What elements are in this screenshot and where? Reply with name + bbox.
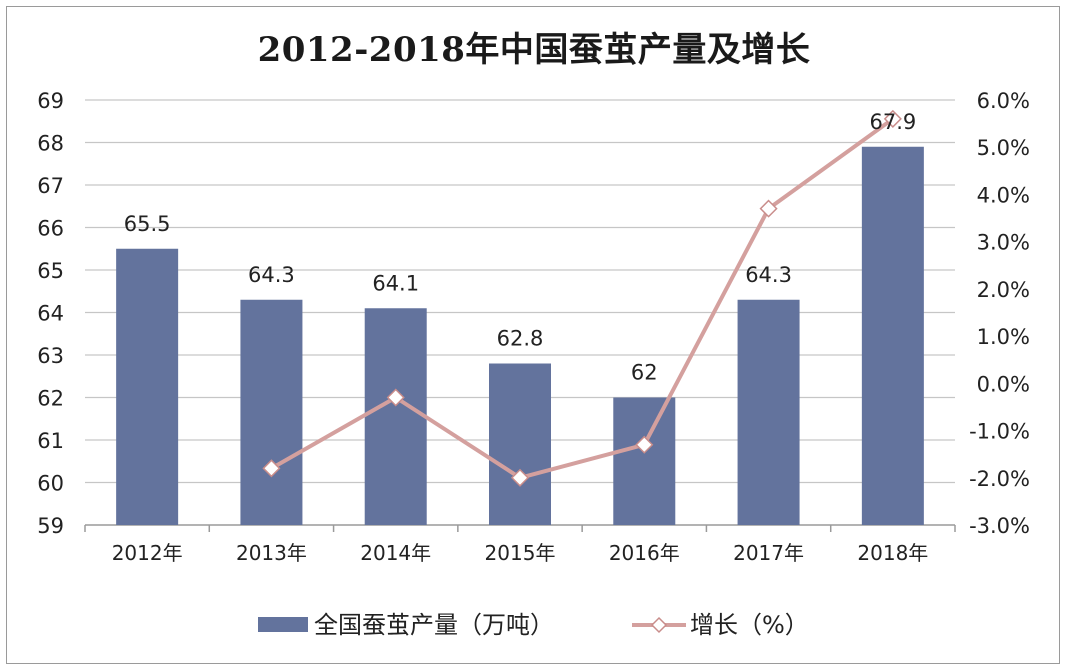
y-left-tick-label: 67 bbox=[37, 174, 64, 198]
chart-title: 2012-2018年中国蚕茧产量及增长 bbox=[257, 30, 811, 70]
y-left-tick-label: 62 bbox=[37, 387, 64, 411]
y-right-tick-label: 1.0% bbox=[977, 325, 1030, 349]
y-left-tick-label: 64 bbox=[37, 302, 64, 326]
y-right-tick-label: -3.0% bbox=[969, 514, 1030, 538]
legend: 全国蚕茧产量（万吨） 增长（%） bbox=[258, 611, 809, 639]
growth-point bbox=[262, 459, 281, 478]
legend-line-label: 增长（%） bbox=[690, 611, 809, 639]
axes: 59 60 61 62 63 64 65 66 67 68 69 -3.0% -2.0% -1.0% 0.0… bbox=[37, 89, 1030, 565]
legend-line-marker bbox=[650, 616, 668, 634]
bar-data-label: 62 bbox=[631, 361, 658, 385]
growth-point bbox=[759, 199, 778, 218]
x-tick-label: 2013年 bbox=[236, 541, 307, 565]
bar bbox=[489, 363, 551, 525]
x-tick-label: 2016年 bbox=[609, 541, 680, 565]
y-right-tick-label: 5.0% bbox=[977, 136, 1030, 160]
data-labels: 65.5 64.3 64.1 62.8 62 64.3 67.9 bbox=[124, 110, 916, 385]
growth-point bbox=[386, 388, 405, 407]
y-right-tick-label: -1.0% bbox=[969, 420, 1030, 444]
bar bbox=[116, 248, 179, 525]
bar-data-label: 64.1 bbox=[372, 271, 419, 295]
legend-bar-swatch bbox=[258, 617, 308, 632]
y-left-tick-label: 60 bbox=[37, 472, 64, 496]
y-right-tick-label: 3.0% bbox=[977, 231, 1030, 255]
x-tick-label: 2014年 bbox=[360, 541, 431, 565]
bar bbox=[613, 397, 676, 525]
y-left-tick-label: 63 bbox=[37, 344, 64, 368]
growth-line bbox=[270, 117, 895, 480]
bar-data-label: 65.5 bbox=[124, 212, 171, 236]
x-tick-label: 2017年 bbox=[733, 541, 804, 565]
growth-point bbox=[883, 109, 902, 128]
bar bbox=[861, 146, 924, 525]
y-left-tick-label: 69 bbox=[37, 89, 64, 113]
y-right-tick-label: 6.0% bbox=[977, 89, 1030, 113]
legend-bar-label: 全国蚕茧产量（万吨） bbox=[314, 611, 554, 639]
y-left-tick-label: 59 bbox=[37, 514, 64, 538]
bar bbox=[364, 308, 427, 525]
y-left-tick-label: 65 bbox=[37, 259, 64, 283]
growth-point bbox=[510, 468, 530, 487]
y-left-tick-label: 68 bbox=[37, 132, 64, 156]
bar-series bbox=[116, 146, 924, 525]
y-right-tick-label: 2.0% bbox=[977, 278, 1030, 302]
line-series bbox=[262, 109, 902, 487]
bar-data-label: 67.9 bbox=[869, 110, 916, 134]
bar-data-label: 64.3 bbox=[745, 263, 792, 287]
y-right-tick-label: 4.0% bbox=[977, 183, 1030, 207]
bar bbox=[737, 299, 800, 525]
growth-point bbox=[635, 435, 654, 454]
y-left-tick-label: 61 bbox=[37, 429, 64, 453]
x-tick-label: 2018年 bbox=[857, 541, 928, 565]
y-right-tick-label: -2.0% bbox=[969, 467, 1030, 491]
bar-data-label: 62.8 bbox=[497, 327, 544, 351]
bar bbox=[240, 299, 303, 525]
bar-data-label: 64.3 bbox=[248, 263, 295, 287]
y-right-tick-label: 0.0% bbox=[977, 372, 1030, 396]
x-tick-label: 2012年 bbox=[112, 541, 183, 565]
y-left-tick-label: 66 bbox=[37, 217, 64, 241]
x-tick-label: 2015年 bbox=[485, 541, 556, 565]
